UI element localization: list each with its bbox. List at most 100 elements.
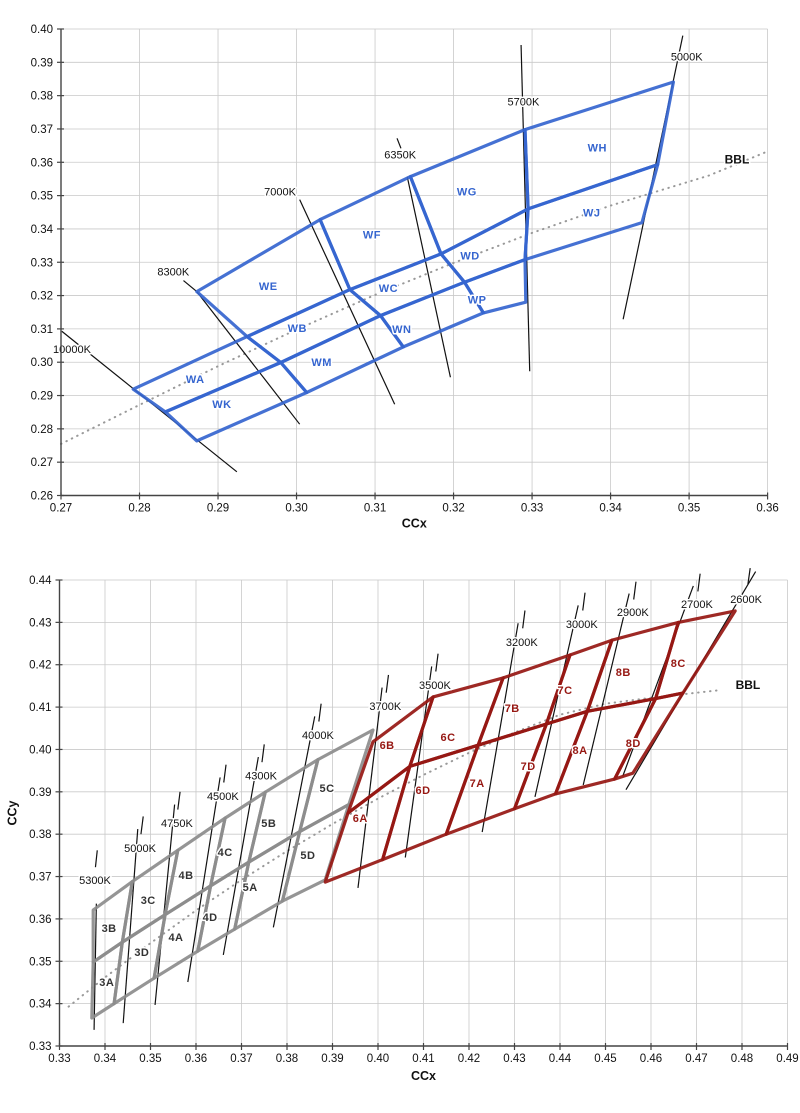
bin-label-8A: 8A	[572, 745, 587, 757]
bin-polygon-5A	[233, 829, 302, 931]
cct-label-2700K: 2700K	[681, 599, 713, 611]
cct-line-4300K	[222, 756, 259, 956]
x-tick-label: 0.46	[640, 1053, 662, 1065]
cct-tick-3200K	[522, 610, 526, 629]
cct-label-2600K: 2600K	[730, 594, 762, 606]
bin-label-6B: 6B	[380, 740, 395, 752]
cct-lines	[93, 568, 757, 1030]
x-axis-title: CCx	[411, 1069, 436, 1083]
bin-label-WK: WK	[212, 399, 231, 411]
gridlines	[59, 579, 788, 1047]
bin-label-WM: WM	[311, 357, 332, 369]
bin-label-8B: 8B	[616, 667, 631, 679]
x-tick-label: 0.27	[50, 503, 72, 515]
bin-label-5B: 5B	[261, 818, 276, 830]
x-tick-label: 0.42	[458, 1053, 480, 1065]
y-tick-label: 0.38	[29, 829, 51, 841]
cct-tick-5000K	[140, 816, 144, 835]
x-tick-label: 0.44	[549, 1053, 572, 1065]
bin-label-5A: 5A	[243, 882, 258, 894]
x-tick-label: 0.38	[276, 1053, 298, 1065]
cct-line-5000K	[122, 829, 139, 1024]
bin-polygon-WD	[439, 207, 530, 284]
bin-label-WG: WG	[457, 187, 477, 199]
cct-tick-4750K	[177, 791, 181, 810]
x-tick-label: 0.47	[685, 1053, 707, 1065]
x-tick-label: 0.32	[442, 503, 464, 515]
y-tick-label: 0.32	[31, 291, 53, 303]
x-tick-label: 0.30	[285, 503, 307, 515]
x-tick-label: 0.37	[230, 1053, 252, 1065]
bin-polygon-7C	[544, 638, 614, 726]
x-tick-label: 0.35	[678, 503, 700, 515]
cct-label-5000K: 5000K	[124, 843, 156, 855]
cct-tick-2900K	[633, 581, 637, 600]
cct-tick-3000K	[582, 592, 586, 611]
bin-label-WF: WF	[363, 230, 381, 242]
cct-label-3000K: 3000K	[566, 619, 598, 631]
bin-label-7C: 7C	[557, 685, 572, 697]
bin-group	[131, 80, 676, 443]
y-tick-label: 0.36	[31, 157, 53, 169]
bin-label-6A: 6A	[353, 813, 368, 825]
bin-polygon-6D	[381, 743, 480, 862]
y-tick-label: 0.43	[29, 617, 51, 629]
y-tick-label: 0.33	[29, 1041, 51, 1053]
cct-label-4750K: 4750K	[161, 818, 193, 830]
bin-label-8C: 8C	[671, 658, 686, 670]
bin-label-8D: 8D	[626, 738, 641, 750]
cct-tick-4300K	[261, 744, 265, 763]
y-tick-label: 0.42	[29, 660, 51, 672]
cct-label-8300K: 8300K	[157, 267, 189, 279]
y-tick-label: 0.34	[31, 224, 54, 236]
cct-line-5300K	[93, 903, 97, 1030]
bin-polygon-5D	[280, 802, 351, 903]
y-axis-title: CCy	[6, 800, 20, 825]
cct-label-3500K: 3500K	[419, 680, 451, 692]
bin-label-5D: 5D	[300, 850, 315, 862]
y-tick-label: 0.34	[29, 999, 52, 1011]
y-tick-label: 0.39	[31, 57, 53, 69]
x-tick-label: 0.29	[207, 503, 229, 515]
x-tick-label: 0.34	[599, 503, 622, 515]
cct-label-5700K: 5700K	[508, 97, 540, 109]
cct-line-3700K	[357, 687, 383, 889]
cct-label-5300K: 5300K	[79, 875, 111, 887]
cct-tick-2700K	[697, 573, 701, 592]
cct-label-3700K: 3700K	[369, 701, 401, 713]
x-tick-label: 0.34	[94, 1053, 117, 1065]
cct-line-6350K	[406, 176, 452, 378]
y-tick-label: 0.33	[31, 257, 53, 269]
cool-white-bin-chart: 10000K 8300K 7000K 6350K 5700K 5000K BBL WE WF WG…	[29, 23, 780, 533]
x-tick-label: 0.28	[128, 503, 150, 515]
bin-label-WP: WP	[468, 295, 487, 307]
x-tick-label: 0.35	[139, 1053, 161, 1065]
cct-label-5000K: 5000K	[671, 52, 703, 64]
cct-tick-6350K	[396, 138, 402, 149]
cct-line-7000K	[299, 199, 396, 405]
cct-line-5700K	[520, 44, 531, 372]
bin-label-7A: 7A	[470, 778, 485, 790]
x-tick-label: 0.41	[412, 1053, 434, 1065]
cct-tick-2600K	[747, 568, 751, 585]
cct-tick-4000K	[318, 703, 322, 722]
x-tick-label: 0.36	[756, 503, 778, 515]
x-tick-label: 0.49	[776, 1053, 798, 1065]
x-tick-label: 0.36	[185, 1053, 207, 1065]
cct-label-4000K: 4000K	[302, 730, 334, 742]
cct-tick-3500K	[435, 653, 439, 672]
bin-polygon-WP	[462, 258, 528, 315]
bin-label-3B: 3B	[102, 923, 117, 935]
axes: 0.33 0.34 0.35 0.36 0.37 0.38 0.39 0.40 0.41 0.42…	[4, 574, 800, 1085]
cct-label-7000K: 7000K	[264, 186, 296, 198]
black-body-locus	[67, 689, 722, 1008]
y-tick-label: 0.29	[31, 391, 53, 403]
bin-polygon-WA	[131, 335, 283, 414]
gridlines	[60, 28, 768, 496]
bbl-label: BBL	[736, 678, 761, 692]
bin-group	[323, 609, 737, 884]
cct-line-2900K	[582, 593, 630, 786]
bin-label-4C: 4C	[218, 847, 233, 859]
